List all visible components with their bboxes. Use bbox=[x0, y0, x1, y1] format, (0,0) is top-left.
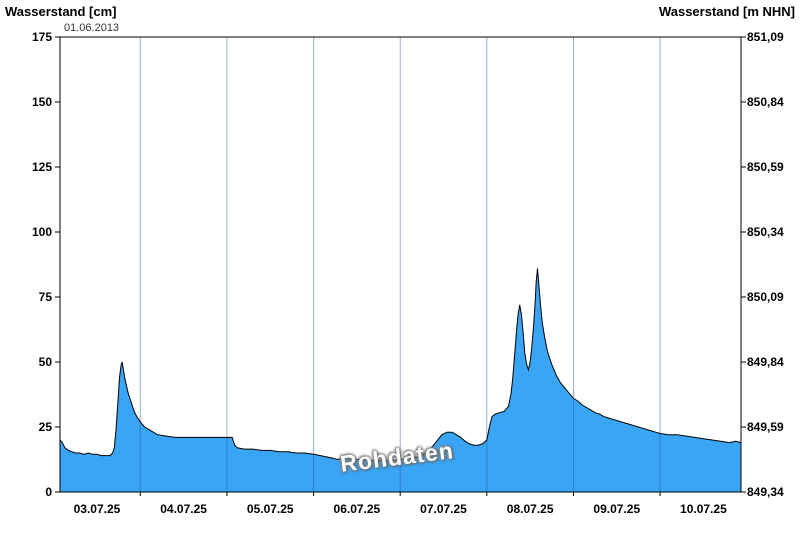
y-right-tick-label: 850,09 bbox=[747, 290, 784, 304]
y-left-tick-label: 125 bbox=[31, 160, 52, 174]
x-tick-label: 03.07.25 bbox=[73, 502, 121, 516]
right-axis-title: Wasserstand [m NHN] bbox=[658, 4, 795, 19]
y-right-tick-label: 851,09 bbox=[747, 30, 784, 44]
y-right-tick-label: 849,59 bbox=[747, 420, 784, 434]
x-tick-label: 08.07.25 bbox=[506, 502, 554, 516]
y-left-tick-label: 50 bbox=[38, 355, 52, 369]
y-left-tick-label: 0 bbox=[45, 485, 52, 499]
y-left-tick-label: 175 bbox=[31, 30, 52, 44]
x-tick-label: 10.07.25 bbox=[680, 502, 727, 516]
x-tick-label: 06.07.25 bbox=[333, 502, 381, 516]
y-left-tick-label: 100 bbox=[31, 225, 52, 239]
left-axis-title: Wasserstand [cm] bbox=[5, 4, 117, 19]
area-fill bbox=[60, 268, 741, 492]
y-right-tick-label: 850,34 bbox=[747, 225, 784, 239]
timestamp-label: 01.06.2013 bbox=[64, 22, 120, 34]
area-outline bbox=[59, 268, 742, 462]
y-right-tick-label: 849,84 bbox=[747, 355, 784, 369]
y-right-tick-label: 850,84 bbox=[747, 95, 784, 109]
y-left-tick-label: 25 bbox=[38, 420, 52, 434]
y-left-tick-label: 150 bbox=[31, 95, 52, 109]
x-tick-label: 09.07.25 bbox=[593, 502, 641, 516]
y-left-tick-label: 75 bbox=[38, 290, 52, 304]
x-tick-label: 07.07.25 bbox=[420, 502, 467, 516]
y-right-tick-label: 850,59 bbox=[747, 160, 784, 174]
y-right-tick-label: 849,34 bbox=[747, 485, 784, 499]
x-tick-label: 05.07.25 bbox=[246, 502, 294, 516]
x-tick-label: 04.07.25 bbox=[160, 502, 207, 516]
